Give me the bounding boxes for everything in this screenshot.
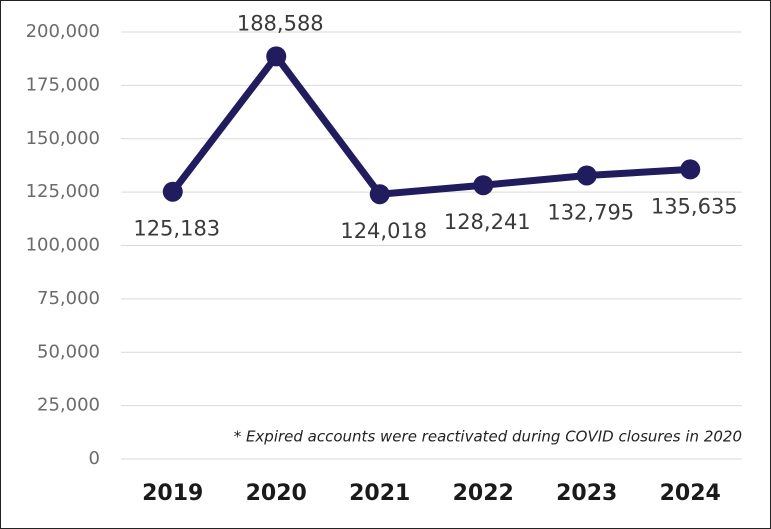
data-point bbox=[369, 184, 390, 205]
data-label: 188,588 bbox=[237, 11, 324, 35]
data-point bbox=[473, 175, 494, 196]
data-point bbox=[576, 165, 597, 186]
y-tick-label: 0 bbox=[89, 448, 100, 469]
data-label: 125,183 bbox=[133, 217, 220, 241]
y-tick-label: 150,000 bbox=[26, 128, 100, 149]
y-tick-label: 25,000 bbox=[37, 395, 100, 416]
annotation: * Expired accounts were reactivated duri… bbox=[234, 428, 742, 446]
y-tick-label: 175,000 bbox=[26, 74, 100, 95]
data-label: 124,018 bbox=[340, 219, 427, 243]
y-tick-label: 125,000 bbox=[26, 181, 100, 202]
x-tick-label: 2023 bbox=[556, 481, 617, 506]
data-point bbox=[162, 181, 183, 202]
x-tick-label: 2020 bbox=[246, 481, 307, 506]
x-tick-label: 2022 bbox=[453, 481, 514, 506]
data-point bbox=[266, 46, 287, 67]
data-label: 128,241 bbox=[444, 210, 531, 234]
data-point bbox=[680, 159, 701, 180]
x-tick-label: 2019 bbox=[142, 481, 203, 506]
data-line bbox=[169, 52, 691, 198]
y-tick-label: 100,000 bbox=[26, 235, 100, 256]
x-tick-label: 2021 bbox=[349, 481, 410, 506]
data-label: 135,635 bbox=[651, 194, 738, 218]
data-label: 132,795 bbox=[547, 200, 634, 224]
y-tick-label: 50,000 bbox=[37, 341, 100, 362]
x-tick-label: 2024 bbox=[660, 481, 721, 506]
y-tick-label: 200,000 bbox=[26, 21, 100, 42]
y-tick-label: 75,000 bbox=[37, 288, 100, 309]
